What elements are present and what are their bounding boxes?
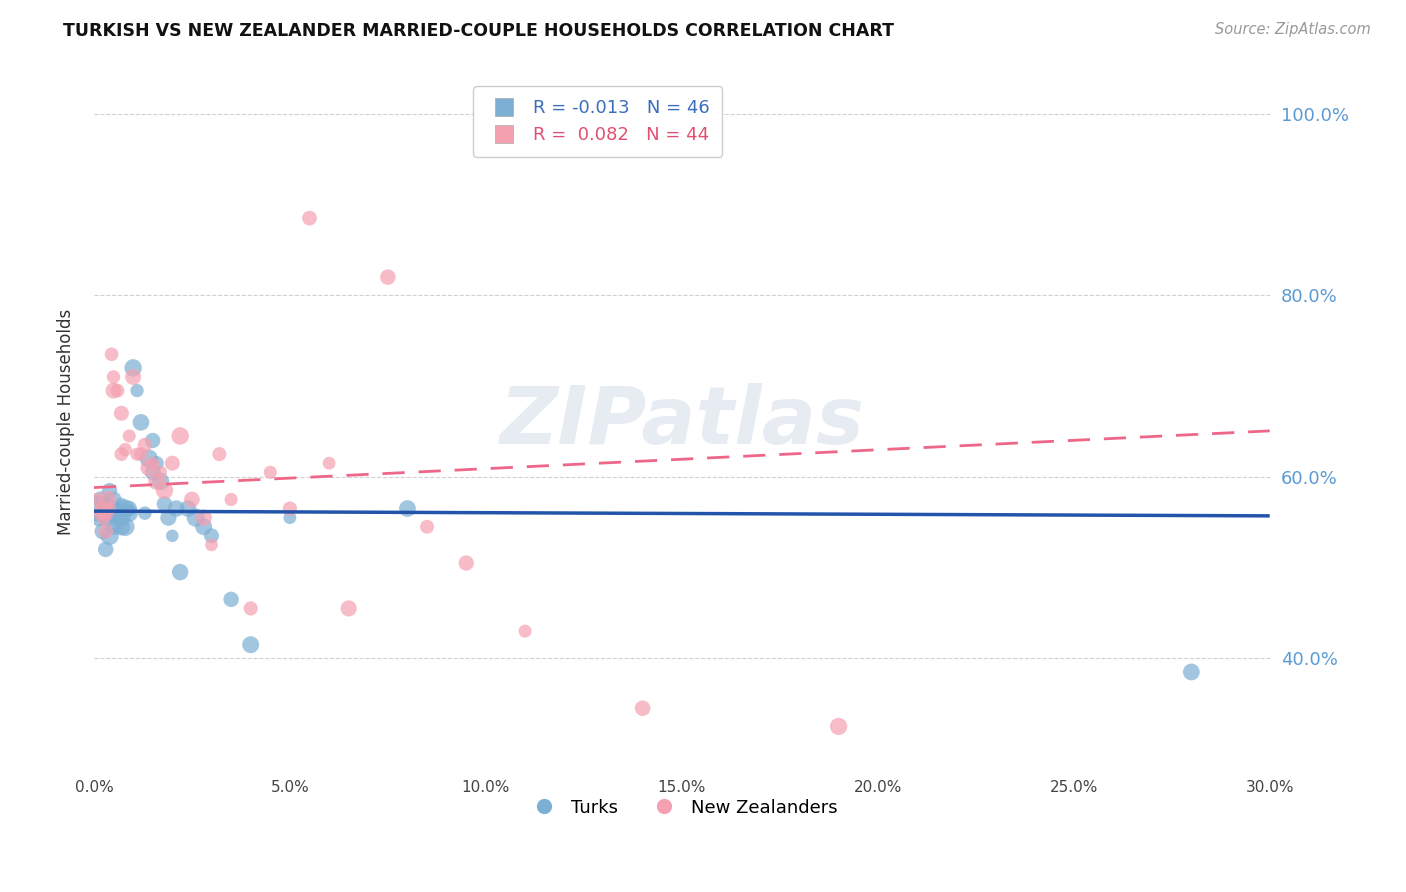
Point: [200, 538, 222, 552]
Point: [110, 447, 132, 461]
Point: [177, 501, 200, 516]
Point: [165, 501, 187, 516]
Point: [86, 501, 108, 516]
Point: [1180, 665, 1202, 679]
Point: [142, 456, 165, 470]
Point: [122, 370, 145, 384]
Point: [103, 370, 125, 384]
Point: [110, 497, 132, 511]
Point: [122, 360, 145, 375]
Text: TURKISH VS NEW ZEALANDER MARRIED-COUPLE HOUSEHOLDS CORRELATION CHART: TURKISH VS NEW ZEALANDER MARRIED-COUPLE …: [63, 22, 894, 40]
Point: [416, 520, 439, 534]
Text: ZIPatlas: ZIPatlas: [499, 384, 865, 461]
Point: [153, 483, 176, 498]
Point: [298, 211, 321, 226]
Point: [219, 492, 242, 507]
Point: [103, 506, 125, 520]
Point: [107, 501, 129, 516]
Point: [162, 529, 184, 543]
Point: [149, 475, 172, 489]
Point: [86, 492, 108, 507]
Point: [456, 556, 478, 570]
Point: [97, 510, 120, 524]
Point: [110, 520, 132, 534]
Point: [118, 501, 141, 516]
Point: [100, 347, 122, 361]
Point: [89, 506, 111, 520]
Point: [239, 601, 262, 615]
Point: [129, 415, 152, 429]
Point: [208, 447, 231, 461]
Point: [94, 524, 117, 539]
Point: [200, 529, 222, 543]
Point: [94, 497, 117, 511]
Point: [129, 447, 152, 461]
Point: [259, 465, 281, 479]
Point: [97, 492, 120, 507]
Point: [278, 501, 301, 516]
Point: [134, 438, 156, 452]
Point: [103, 520, 125, 534]
Point: [180, 492, 202, 507]
Point: [98, 501, 121, 516]
Point: [142, 434, 165, 448]
Point: [125, 384, 148, 398]
Point: [103, 492, 125, 507]
Point: [114, 501, 136, 516]
Point: [278, 510, 301, 524]
Point: [631, 701, 654, 715]
Point: [184, 510, 207, 524]
Point: [337, 601, 360, 615]
Point: [107, 506, 129, 520]
Point: [94, 506, 117, 520]
Point: [110, 510, 132, 524]
Point: [87, 510, 110, 524]
Point: [513, 624, 536, 639]
Point: [94, 506, 117, 520]
Point: [90, 492, 112, 507]
Point: [103, 384, 125, 398]
Point: [98, 483, 121, 498]
Point: [114, 520, 136, 534]
Point: [157, 510, 180, 524]
Point: [138, 451, 160, 466]
Point: [107, 384, 129, 398]
Point: [153, 497, 176, 511]
Point: [118, 506, 141, 520]
Point: [134, 506, 156, 520]
Point: [149, 465, 172, 479]
Point: [239, 638, 262, 652]
Point: [377, 270, 399, 285]
Legend: Turks, New Zealanders: Turks, New Zealanders: [519, 791, 845, 824]
Point: [162, 456, 184, 470]
Point: [396, 501, 419, 516]
Point: [98, 529, 121, 543]
Point: [110, 406, 132, 420]
Point: [827, 719, 849, 733]
Point: [118, 429, 141, 443]
Point: [142, 465, 165, 479]
Text: Source: ZipAtlas.com: Source: ZipAtlas.com: [1215, 22, 1371, 37]
Point: [125, 447, 148, 461]
Y-axis label: Married-couple Households: Married-couple Households: [58, 310, 75, 535]
Point: [94, 542, 117, 557]
Point: [114, 442, 136, 457]
Point: [169, 565, 191, 579]
Point: [145, 475, 167, 489]
Point: [91, 524, 114, 539]
Point: [193, 510, 215, 524]
Point: [193, 520, 215, 534]
Point: [318, 456, 340, 470]
Point: [138, 460, 160, 475]
Point: [90, 501, 112, 516]
Point: [145, 456, 167, 470]
Point: [169, 429, 191, 443]
Point: [93, 510, 115, 524]
Point: [100, 506, 122, 520]
Point: [219, 592, 242, 607]
